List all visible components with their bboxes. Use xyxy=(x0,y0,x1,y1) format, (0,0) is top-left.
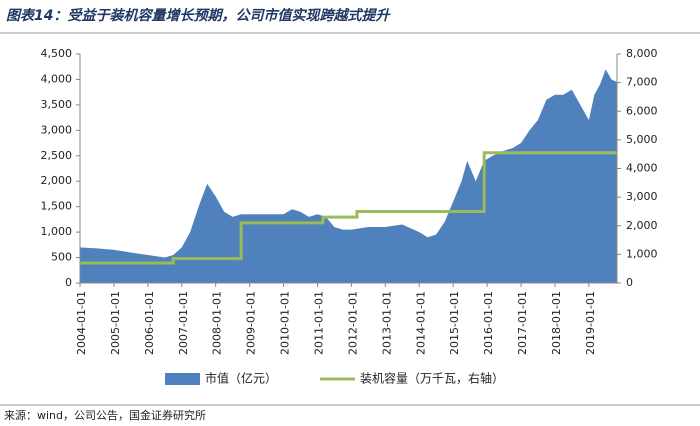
area xyxy=(80,69,617,284)
x-tick-label: 2014-01-01 xyxy=(414,291,427,355)
x-tick-label: 2013-01-01 xyxy=(380,291,393,355)
y2-tick-label: 2,000 xyxy=(626,219,658,232)
y-tick-label: 2,500 xyxy=(41,149,73,162)
x-tick-label: 2006-01-01 xyxy=(143,291,156,355)
y2-tick-label: 7,000 xyxy=(626,76,658,89)
x-tick-label: 2019-01-01 xyxy=(584,291,597,355)
step-line xyxy=(80,151,617,265)
y2-tick-label: 5,000 xyxy=(626,133,658,146)
chart-title: 图表14：受益于装机容量增长预期，公司市值实现跨越式提升 xyxy=(6,7,391,24)
y-tick-label: 2,000 xyxy=(41,174,73,187)
x-tick-label: 2012-01-01 xyxy=(346,291,359,355)
x-tick-label: 2011-01-01 xyxy=(312,291,325,355)
y2-tick-label: 8,000 xyxy=(626,47,658,60)
y-tick-label: 4,500 xyxy=(41,47,73,60)
x-tick-label: 2015-01-01 xyxy=(448,291,461,355)
y2-tick-label: 0 xyxy=(626,276,633,289)
x-tick-label: 2016-01-01 xyxy=(482,291,495,355)
y-tick-label: 1,000 xyxy=(41,225,73,238)
x-tick-label: 2008-01-01 xyxy=(211,291,224,355)
y-tick-label: 3,500 xyxy=(41,98,73,111)
y2-tick-label: 3,000 xyxy=(626,190,658,203)
y-tick-label: 1,500 xyxy=(41,200,73,213)
x-tick-label: 2018-01-01 xyxy=(550,291,563,355)
source: 来源：wind，公司公告，国金证券研究所 xyxy=(4,408,206,422)
y-tick-label: 500 xyxy=(51,251,72,264)
y2-tick-label: 6,000 xyxy=(626,104,658,117)
y-tick-label: 4,000 xyxy=(41,72,73,85)
y2-tick-label: 1,000 xyxy=(626,247,658,260)
x-tick-label: 2009-01-01 xyxy=(245,291,258,355)
x-tick-label: 2004-01-01 xyxy=(75,291,88,355)
legend-label: 装机容量（万千瓦，右轴） xyxy=(360,371,504,386)
y2-tick-label: 4,000 xyxy=(626,162,658,175)
x-tick-label: 2007-01-01 xyxy=(177,291,190,355)
y-tick-label: 3,000 xyxy=(41,123,73,136)
x-tick-label: 2010-01-01 xyxy=(279,291,292,355)
x-tick-label: 2005-01-01 xyxy=(109,291,122,355)
legend-label: 市值（亿元） xyxy=(205,371,277,386)
legend-swatch xyxy=(165,373,200,385)
y-tick-label: 0 xyxy=(65,276,72,289)
x-tick-label: 2017-01-01 xyxy=(516,291,529,355)
